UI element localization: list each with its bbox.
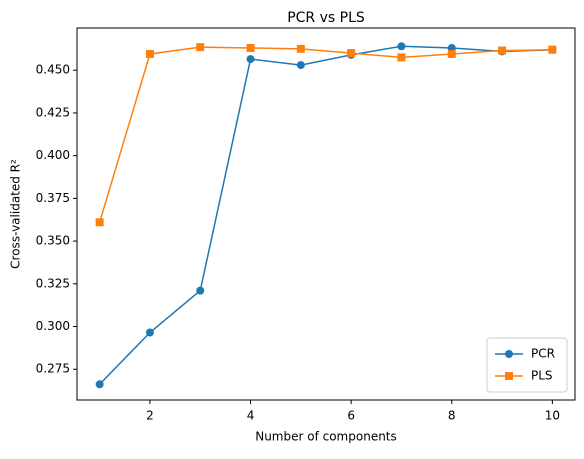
legend-marker	[505, 350, 513, 358]
data-point	[397, 53, 406, 62]
legend-label: PCR	[531, 347, 555, 361]
x-tick-label: 8	[448, 409, 456, 423]
y-axis-label: Cross-validated R²	[9, 159, 23, 269]
data-point	[296, 44, 305, 53]
data-point	[145, 328, 154, 337]
series-line	[98, 46, 553, 223]
y-tick-label: 0.400	[36, 148, 70, 162]
data-point	[246, 43, 255, 52]
data-point	[397, 42, 406, 51]
data-point	[548, 45, 557, 54]
y-tick-label: 0.425	[36, 105, 70, 119]
x-tick-label: 10	[545, 409, 560, 423]
data-point	[447, 49, 456, 58]
data-point	[347, 49, 356, 58]
y-tick-label: 0.300	[36, 319, 70, 333]
y-tick-label: 0.275	[36, 362, 70, 376]
x-tick-label: 6	[347, 409, 355, 423]
y-tick-label: 0.375	[36, 191, 70, 205]
legend-box	[486, 337, 568, 393]
data-point	[95, 380, 104, 389]
x-tick-label: 4	[247, 409, 255, 423]
legend-marker	[505, 372, 513, 380]
x-axis-label: Number of components	[255, 430, 397, 444]
data-point	[296, 61, 305, 70]
legend-label: PLS	[531, 369, 553, 383]
y-tick-label: 0.450	[36, 63, 70, 77]
data-point	[196, 43, 205, 52]
data-point	[498, 46, 507, 55]
chart-title: PCR vs PLS	[287, 10, 365, 26]
x-tick-label: 2	[146, 409, 154, 423]
plot-frame	[76, 27, 576, 401]
data-point	[196, 286, 205, 295]
series-line	[99, 45, 553, 385]
y-tick-label: 0.325	[36, 276, 70, 290]
data-point	[145, 49, 154, 58]
y-tick-label: 0.350	[36, 234, 70, 248]
data-point	[95, 218, 104, 227]
data-point	[246, 55, 255, 64]
